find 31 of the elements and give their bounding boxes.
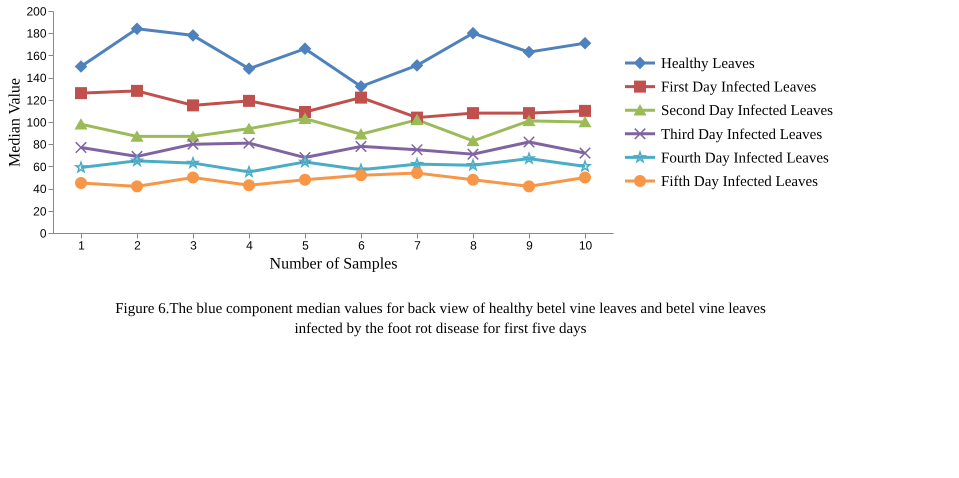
x-tick-label: 4 [246, 238, 254, 252]
text: infected by the foot rot disease for first five days [294, 321, 587, 337]
y-tick-label: 40 [33, 182, 47, 196]
y-tick-label: 160 [26, 48, 47, 63]
y-tick-label: 200 [26, 4, 47, 18]
x-tick-label: 9 [526, 238, 534, 252]
y-tick-label: 120 [26, 93, 47, 108]
legend-label: Fourth Day Infected Leaves [661, 150, 830, 166]
x-tick-label: 7 [414, 238, 422, 252]
caption: Figure 6.The blue component median values for back view of healthy betel vine leaves and betel vine leaves [115, 301, 766, 317]
y-axis-title: Median Value [6, 78, 24, 168]
legend-label: Fifth Day Infected Leaves [661, 174, 818, 190]
x-tick-label: 6 [358, 238, 366, 252]
x-tick-label: 3 [190, 238, 198, 252]
y-tick-label: 0 [40, 226, 47, 240]
y-tick-label: 140 [26, 71, 47, 86]
y-tick-label: 180 [26, 26, 47, 41]
legend-label: Second Day Infected Leaves [661, 103, 834, 120]
y-tick-label: 60 [33, 160, 47, 174]
x-tick-label: 1 [78, 238, 86, 252]
legend-label: Healthy Leaves [661, 56, 755, 72]
legend-label: First Day Infected Leaves [661, 80, 817, 96]
x-tick-label: 10 [578, 238, 592, 252]
y-tick-label: 80 [33, 138, 47, 152]
y-tick-label: 20 [33, 204, 47, 218]
x-tick-label: 5 [302, 238, 310, 252]
x-axis-title: Number of Samples [270, 256, 398, 272]
y-tick-label: 100 [26, 116, 47, 130]
legend-label: Third Day Infected Leaves [661, 126, 822, 143]
x-tick-label: 8 [470, 238, 478, 252]
x-tick-label: 2 [134, 238, 142, 252]
